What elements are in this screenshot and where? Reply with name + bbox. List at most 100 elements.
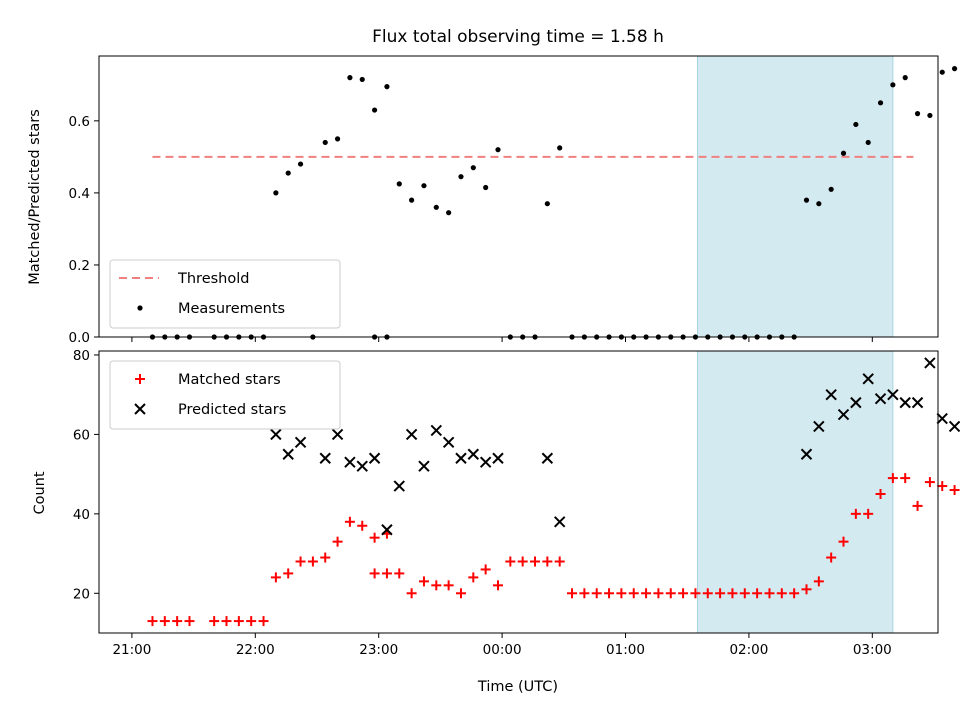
matched-stars-point (813, 576, 824, 587)
matched-stars-point (616, 588, 627, 599)
predicted-stars-point (874, 392, 887, 405)
matched-stars-point (369, 532, 380, 543)
matched-stars-point (505, 556, 516, 567)
measurement-point (446, 210, 452, 216)
predicted-stars-point (356, 460, 368, 472)
predicted-stars-point (344, 456, 356, 468)
measurement-point (840, 150, 847, 156)
matched-stars-point (937, 481, 948, 492)
matched-stars-point (702, 588, 713, 599)
predicted-stars-point (862, 373, 874, 385)
predicted-stars-point (442, 436, 455, 449)
matched-stars-point (394, 568, 405, 579)
legend-label-measurements: Measurements (178, 301, 285, 317)
predicted-stars-point (813, 420, 825, 433)
bottom-panel-frame (98, 350, 939, 634)
matched-stars-point (665, 588, 676, 599)
bottom-panel: 20 40 60 80 21:00 22:00 23:00 00:00 01:00 02:00 03… (73, 348, 960, 658)
matched-stars-point (172, 616, 183, 627)
matched-stars-point (641, 588, 652, 599)
predicted-stars-point (430, 424, 443, 437)
matched-stars-point (530, 556, 541, 567)
matched-stars-point (209, 616, 220, 627)
measurement-point (902, 75, 908, 81)
predicted-stars-point (368, 452, 381, 464)
predicted-stars-point (492, 452, 504, 464)
matched-stars-point (838, 536, 849, 547)
top-panel-legend-box (109, 259, 341, 329)
matched-stars-point (270, 572, 281, 583)
matched-stars-point (246, 616, 257, 627)
measurement-point (470, 165, 476, 171)
predicted-stars-point (541, 452, 554, 464)
top-panel-y-tick-label: 0.0 (69, 330, 90, 346)
matched-stars-point (764, 588, 775, 599)
matched-stars-point (789, 588, 800, 599)
bottom-panel-x-tick-label: 00:00 (483, 642, 522, 658)
predicted-stars-point (800, 448, 813, 460)
bottom-panel-x-tick-label: 23:00 (359, 642, 398, 658)
predicted-stars-point (331, 428, 344, 441)
matched-stars-point (752, 588, 763, 599)
measurement-point (939, 69, 945, 75)
measurement-point (914, 111, 921, 117)
matched-stars-point (431, 580, 442, 591)
top-panel-y-tick-label: 0.4 (69, 186, 90, 202)
matched-stars-point (912, 500, 923, 511)
x-axis-label: Time (UTC) (477, 679, 558, 695)
predicted-stars-point (948, 420, 960, 433)
matched-stars-point (344, 516, 355, 527)
matched-stars-point (949, 485, 960, 496)
matched-stars-point (357, 520, 368, 531)
measurement-point (458, 174, 464, 180)
bottom-panel-y-tick-label: 20 (73, 586, 90, 602)
predicted-stars-point (887, 388, 899, 401)
predicted-stars-point (393, 480, 405, 492)
matched-stars-point (332, 536, 343, 547)
measurement-point (334, 136, 341, 142)
top-panel-y-tick-label: 0.6 (69, 114, 90, 130)
measurement-point (544, 201, 550, 207)
matched-stars-point (801, 584, 812, 595)
matched-stars-point (875, 488, 886, 499)
predicted-stars-point (319, 452, 331, 464)
matched-stars-point (258, 616, 269, 627)
measurement-point (495, 147, 501, 153)
matched-stars-point (863, 508, 874, 519)
bottom-panel-x-tick-label: 21:00 (112, 642, 151, 658)
matched-stars-point (283, 568, 294, 579)
bottom-panel-series-matched-stars (147, 473, 960, 627)
predicted-stars-point (850, 396, 862, 409)
matched-stars-point (492, 580, 503, 591)
predicted-stars-point (899, 396, 911, 409)
matched-stars-point (900, 473, 911, 484)
measurement-point (433, 204, 439, 210)
matched-stars-point (406, 588, 417, 599)
predicted-stars-point (936, 412, 948, 425)
matched-stars-point (159, 616, 170, 627)
measurement-point (877, 100, 884, 106)
matched-stars-point (690, 588, 701, 599)
legend-label-predicted-stars: Predicted stars (178, 402, 286, 418)
measurement-point (409, 197, 415, 203)
measurement-point (557, 145, 563, 151)
bottom-panel-x-tick-label: 01:00 (606, 642, 645, 658)
measurement-point (384, 84, 390, 90)
bottom-panel-y-tick-label: 60 (73, 427, 90, 443)
bottom-panel-x-tick-label: 02:00 (729, 642, 768, 658)
predicted-stars-point (467, 448, 480, 460)
predicted-stars-point (837, 408, 850, 421)
measurement-point (483, 184, 489, 191)
bottom-panel-highlight-span (696, 350, 894, 634)
measurement-point (951, 66, 958, 72)
predicted-stars-point (924, 357, 936, 369)
bottom-panel-x-tick-label: 22:00 (236, 642, 275, 658)
top-panel-y-axis-label: Matched/Predicted stars (27, 109, 43, 285)
measurement-point (273, 190, 279, 196)
matched-stars-point (653, 588, 664, 599)
top-panel: 0.0 0.2 0.4 0.6 Threshold Measurements (69, 55, 958, 346)
top-panel-frame (98, 55, 939, 338)
matched-stars-point (567, 588, 578, 599)
top-panel-title: Flux total observing time = 1.58 h (372, 27, 664, 47)
